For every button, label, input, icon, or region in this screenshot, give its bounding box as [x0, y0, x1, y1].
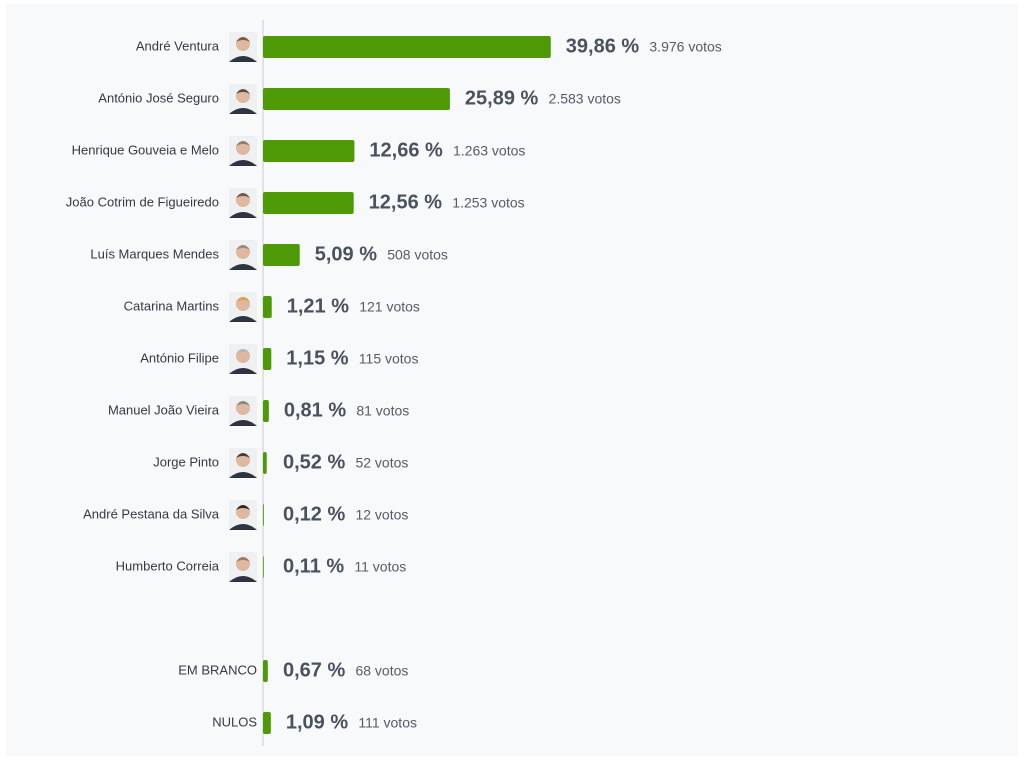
vote-label: 508 votos: [387, 247, 448, 263]
category-label: Henrique Gouveia e Melo: [72, 142, 219, 157]
vote-label: 1.263 votos: [453, 143, 525, 159]
avatar-hair: [236, 505, 250, 510]
category-label: Manuel João Vieira: [108, 402, 220, 417]
avatar-body: [229, 524, 257, 530]
vote-label: 68 votos: [355, 663, 408, 679]
bar: [263, 140, 355, 162]
category-label: NULOS: [212, 714, 257, 729]
category-label: António José Seguro: [98, 90, 219, 105]
category-label: Catarina Martins: [124, 298, 220, 313]
avatar-body: [229, 316, 257, 322]
category-label: Humberto Correia: [116, 558, 220, 573]
avatar-hair: [236, 37, 250, 42]
vote-label: 52 votos: [355, 455, 408, 471]
bar: [263, 244, 300, 266]
value-label: 0,67 %: [283, 659, 345, 681]
category-label: Luís Marques Mendes: [90, 246, 219, 261]
avatar-hair: [236, 401, 250, 406]
category-label: António Filipe: [140, 350, 219, 365]
value-label: 0,52 %: [283, 451, 345, 473]
value-label: 0,12 %: [283, 503, 345, 525]
avatar-body: [229, 264, 257, 270]
avatar-hair: [236, 245, 250, 250]
avatar-hair: [236, 557, 250, 562]
avatar-hair: [236, 193, 250, 198]
avatar-body: [229, 160, 257, 166]
vote-label: 2.583 votos: [549, 91, 621, 107]
bar: [263, 348, 272, 370]
bar: [263, 452, 267, 474]
value-label: 0,11 %: [283, 555, 344, 577]
value-label: 39,86 %: [566, 35, 640, 57]
value-label: 12,66 %: [369, 139, 443, 161]
avatar-hair: [236, 297, 250, 302]
vote-label: 121 votos: [359, 299, 420, 315]
avatar-hair: [236, 141, 250, 146]
value-label: 1,09 %: [286, 711, 348, 733]
value-label: 12,56 %: [369, 191, 443, 213]
vote-label: 115 votos: [359, 351, 419, 367]
vote-label: 11 votos: [354, 559, 406, 575]
avatar-body: [229, 56, 257, 62]
bar: [263, 712, 271, 734]
category-label: Jorge Pinto: [153, 454, 219, 469]
avatar-hair: [236, 453, 250, 458]
avatar-body: [229, 420, 257, 426]
avatar-body: [229, 212, 257, 218]
avatar-body: [229, 472, 257, 478]
bar: [263, 400, 269, 422]
vote-label: 12 votos: [355, 507, 408, 523]
vote-label: 111 votos: [358, 715, 417, 731]
category-label: André Ventura: [136, 38, 220, 53]
avatar-body: [229, 576, 257, 582]
category-label: André Pestana da Silva: [83, 506, 220, 521]
value-label: 1,21 %: [287, 295, 349, 317]
vote-label: 3.976 votos: [649, 39, 721, 55]
bar: [263, 556, 264, 578]
bar: [263, 88, 450, 110]
category-label: João Cotrim de Figueiredo: [66, 194, 219, 209]
vote-label: 81 votos: [356, 403, 409, 419]
avatar-body: [229, 108, 257, 114]
value-label: 5,09 %: [315, 243, 377, 265]
bar: [263, 504, 264, 526]
bar: [263, 660, 268, 682]
avatar-hair: [236, 89, 250, 94]
vote-label: 1.253 votos: [452, 195, 524, 211]
value-label: 1,15 %: [286, 347, 348, 369]
bar: [263, 192, 354, 214]
bar: [263, 36, 551, 58]
panel: [6, 4, 1018, 756]
value-label: 25,89 %: [465, 87, 539, 109]
avatar-body: [229, 368, 257, 374]
category-label: EM BRANCO: [178, 662, 257, 677]
value-label: 0,81 %: [284, 399, 346, 421]
avatar-hair: [236, 349, 250, 354]
bar: [263, 296, 272, 318]
